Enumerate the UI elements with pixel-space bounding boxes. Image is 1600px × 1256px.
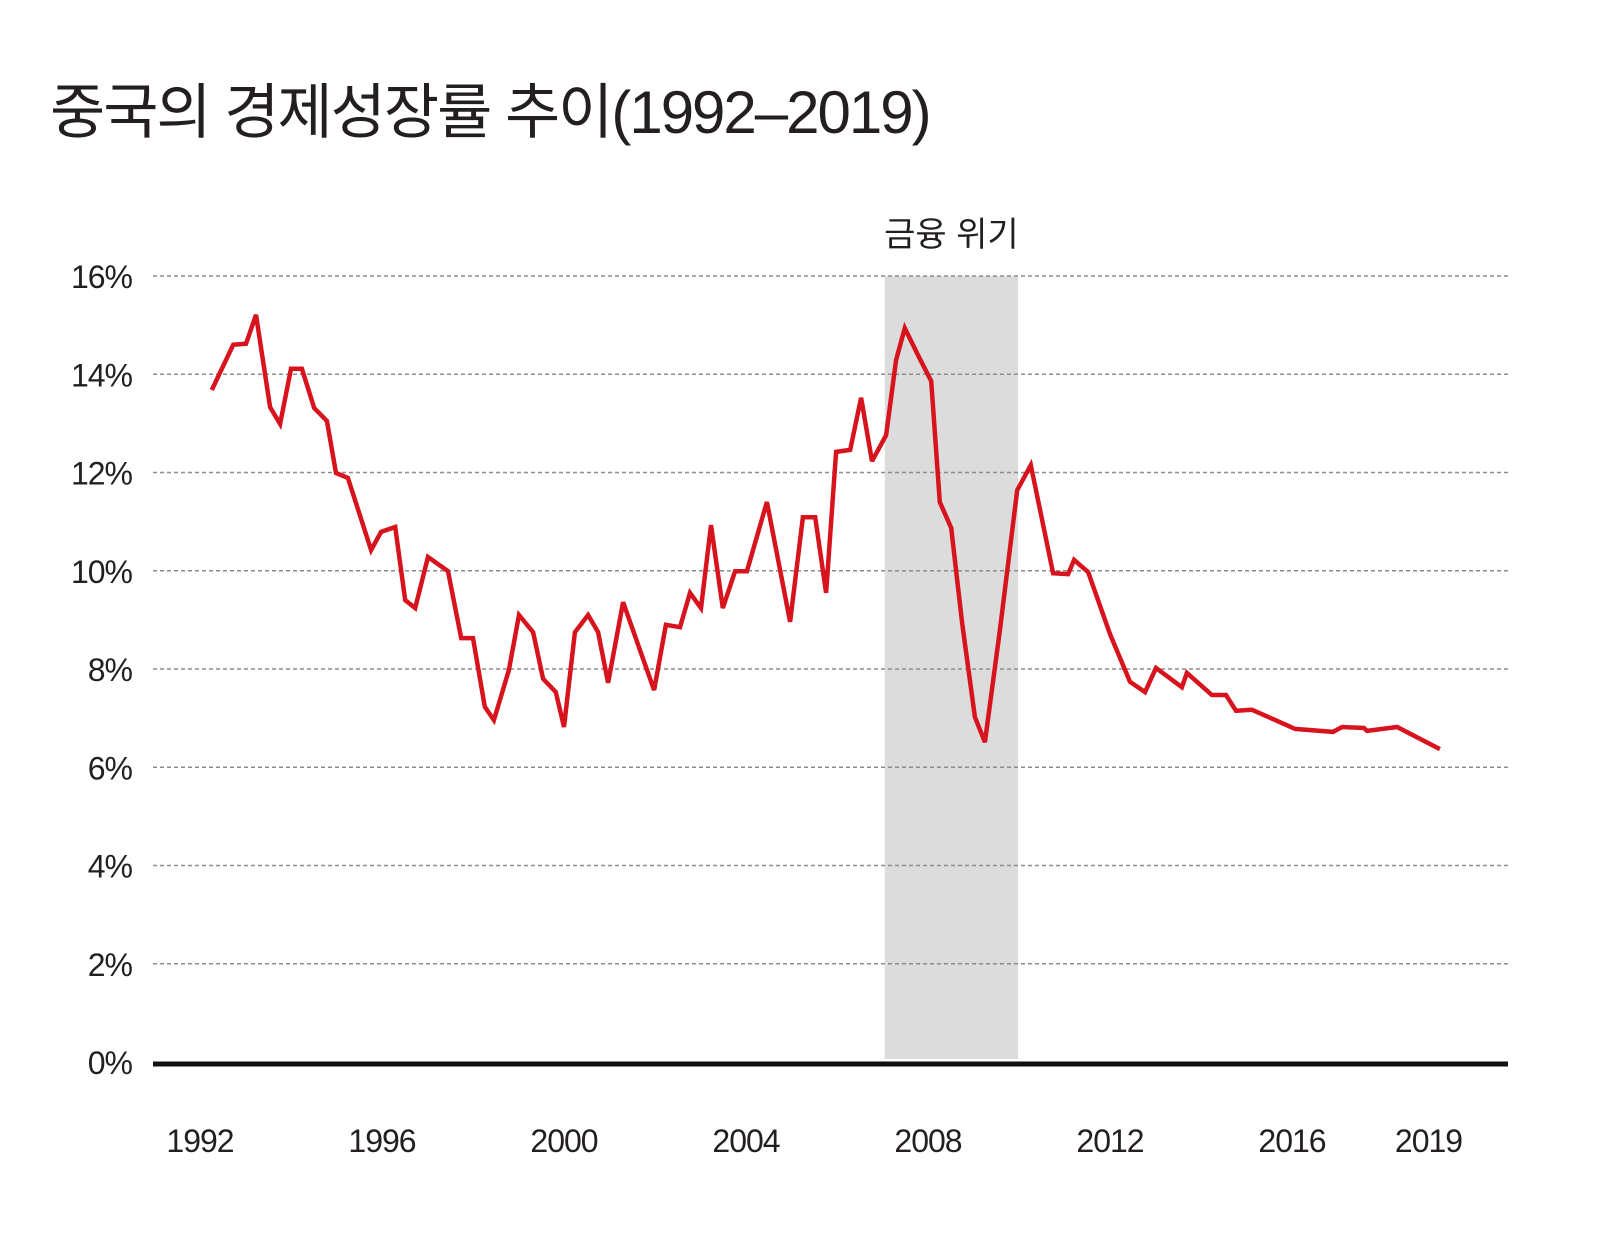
x-tick-label: 1992 bbox=[166, 1123, 233, 1159]
financial-crisis-shade bbox=[884, 276, 1019, 1059]
x-tick-label: 2008 bbox=[894, 1123, 961, 1159]
growth-rate-line bbox=[209, 314, 1441, 752]
y-tick-label: 14% bbox=[71, 357, 133, 393]
x-tick-label: 2016 bbox=[1258, 1123, 1325, 1159]
y-tick-label: 12% bbox=[71, 456, 133, 492]
x-tick-label: 2004 bbox=[712, 1123, 779, 1159]
y-tick-label: 6% bbox=[88, 750, 133, 786]
y-tick-label: 2% bbox=[88, 947, 133, 983]
x-tick-label: 2012 bbox=[1076, 1123, 1143, 1159]
y-tick-label: 10% bbox=[71, 554, 133, 590]
x-tick-label: 2000 bbox=[530, 1123, 597, 1159]
y-tick-label: 8% bbox=[88, 652, 133, 688]
financial-crisis-label: 금융 위기 bbox=[884, 216, 1019, 254]
y-tick-label: 0% bbox=[88, 1045, 133, 1081]
x-tick-label: 1996 bbox=[348, 1123, 415, 1159]
y-tick-label: 16% bbox=[71, 259, 133, 295]
y-tick-label: 4% bbox=[88, 849, 133, 885]
x-tick-label: 2019 bbox=[1395, 1123, 1462, 1159]
chart-title: 중국의 경제성장률 추이(1992–2019) bbox=[50, 79, 930, 146]
